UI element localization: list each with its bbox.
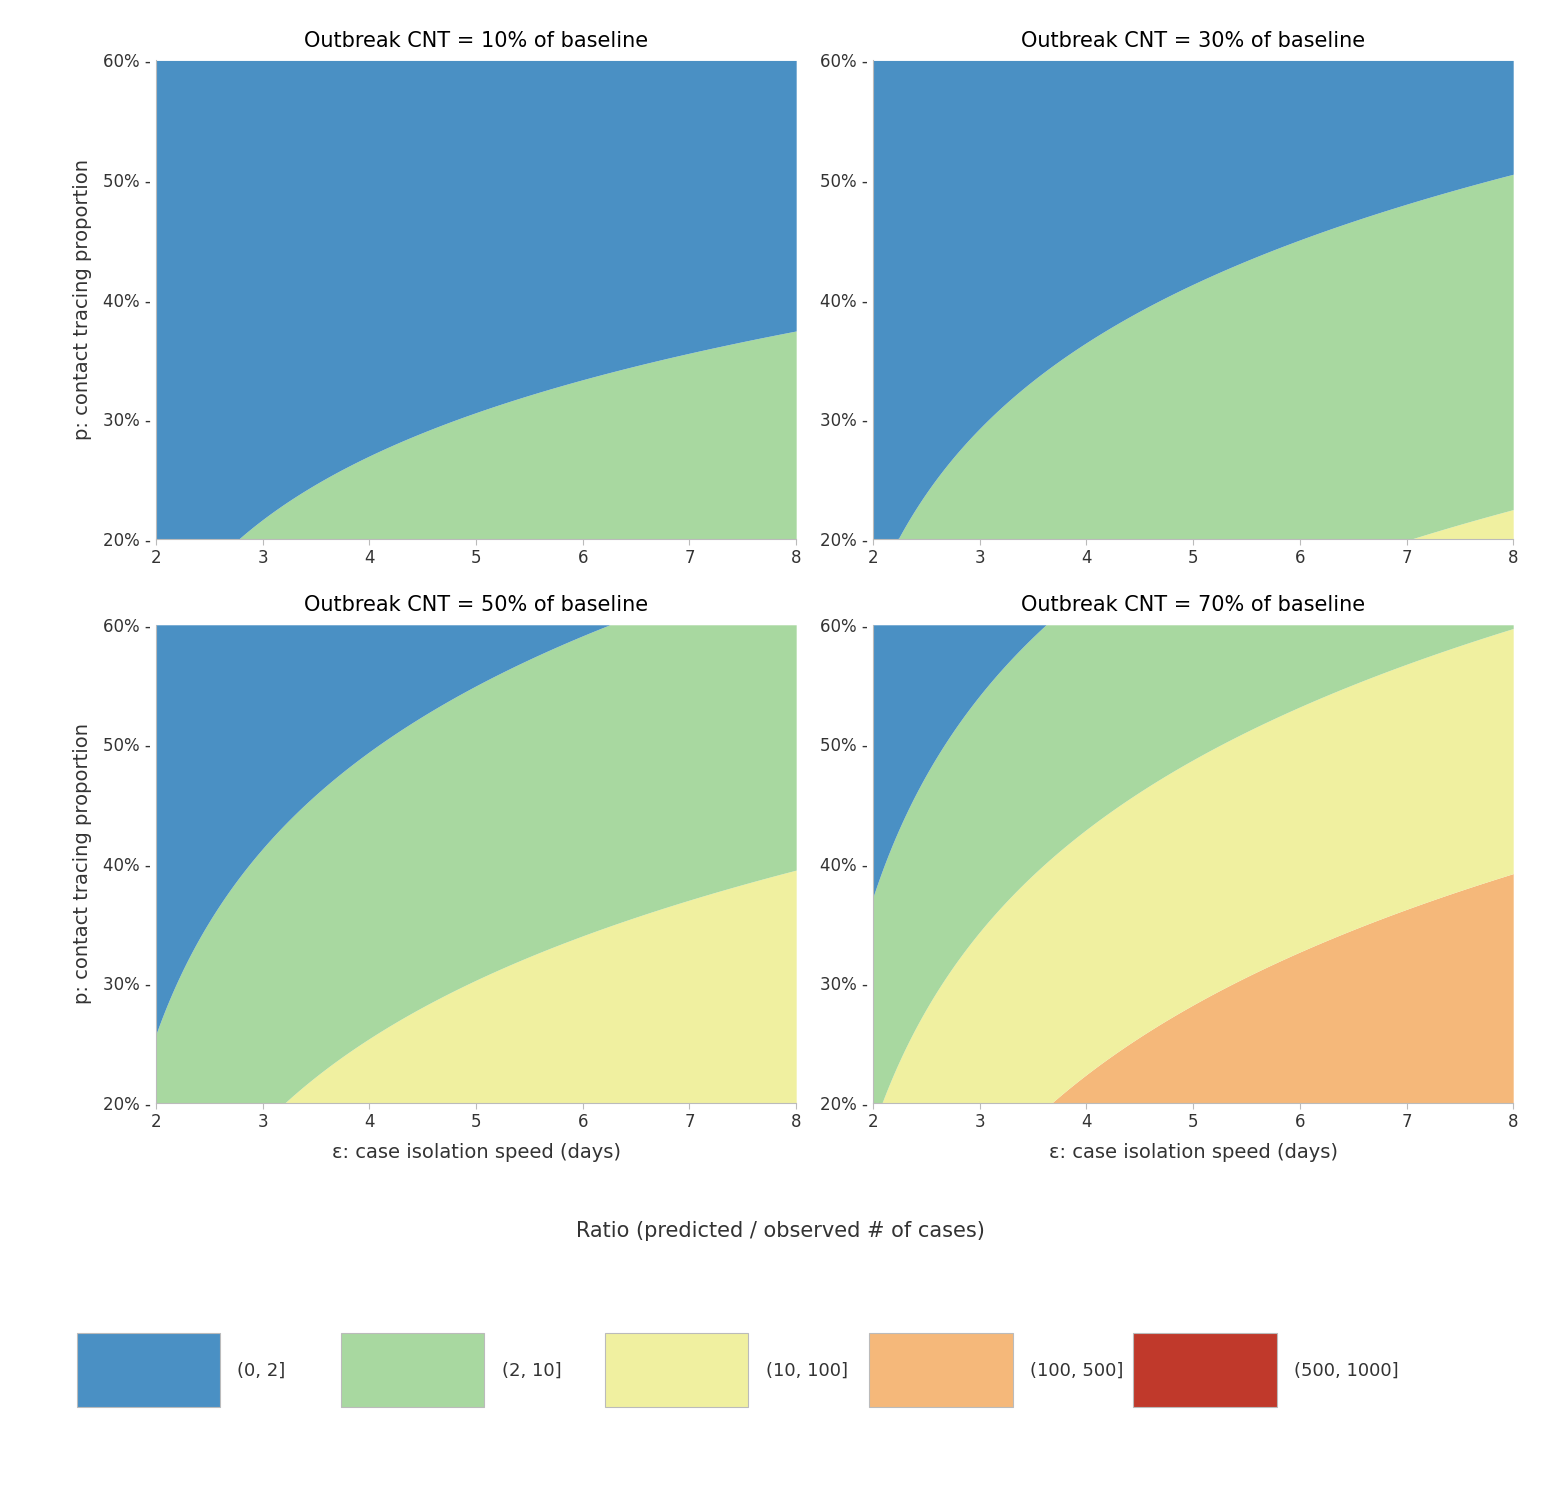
Y-axis label: p: contact tracing proportion: p: contact tracing proportion <box>73 724 92 1005</box>
FancyBboxPatch shape <box>605 1333 749 1408</box>
Text: Ratio (predicted / observed # of cases): Ratio (predicted / observed # of cases) <box>576 1221 984 1242</box>
FancyBboxPatch shape <box>869 1333 1012 1408</box>
FancyBboxPatch shape <box>340 1333 484 1408</box>
FancyBboxPatch shape <box>1133 1333 1276 1408</box>
Text: (10, 100]: (10, 100] <box>766 1361 847 1380</box>
Title: Outbreak CNT = 30% of baseline: Outbreak CNT = 30% of baseline <box>1022 30 1365 50</box>
X-axis label: ε: case isolation speed (days): ε: case isolation speed (days) <box>1048 1142 1337 1162</box>
Text: (100, 500]: (100, 500] <box>1030 1361 1123 1380</box>
Y-axis label: p: contact tracing proportion: p: contact tracing proportion <box>73 159 92 440</box>
Text: (2, 10]: (2, 10] <box>502 1361 562 1380</box>
FancyBboxPatch shape <box>76 1333 220 1408</box>
Text: (0, 2]: (0, 2] <box>237 1361 285 1380</box>
Title: Outbreak CNT = 10% of baseline: Outbreak CNT = 10% of baseline <box>304 30 647 50</box>
Title: Outbreak CNT = 50% of baseline: Outbreak CNT = 50% of baseline <box>304 595 647 615</box>
Title: Outbreak CNT = 70% of baseline: Outbreak CNT = 70% of baseline <box>1022 595 1365 615</box>
Text: (500, 1000]: (500, 1000] <box>1293 1361 1398 1380</box>
X-axis label: ε: case isolation speed (days): ε: case isolation speed (days) <box>332 1142 621 1162</box>
